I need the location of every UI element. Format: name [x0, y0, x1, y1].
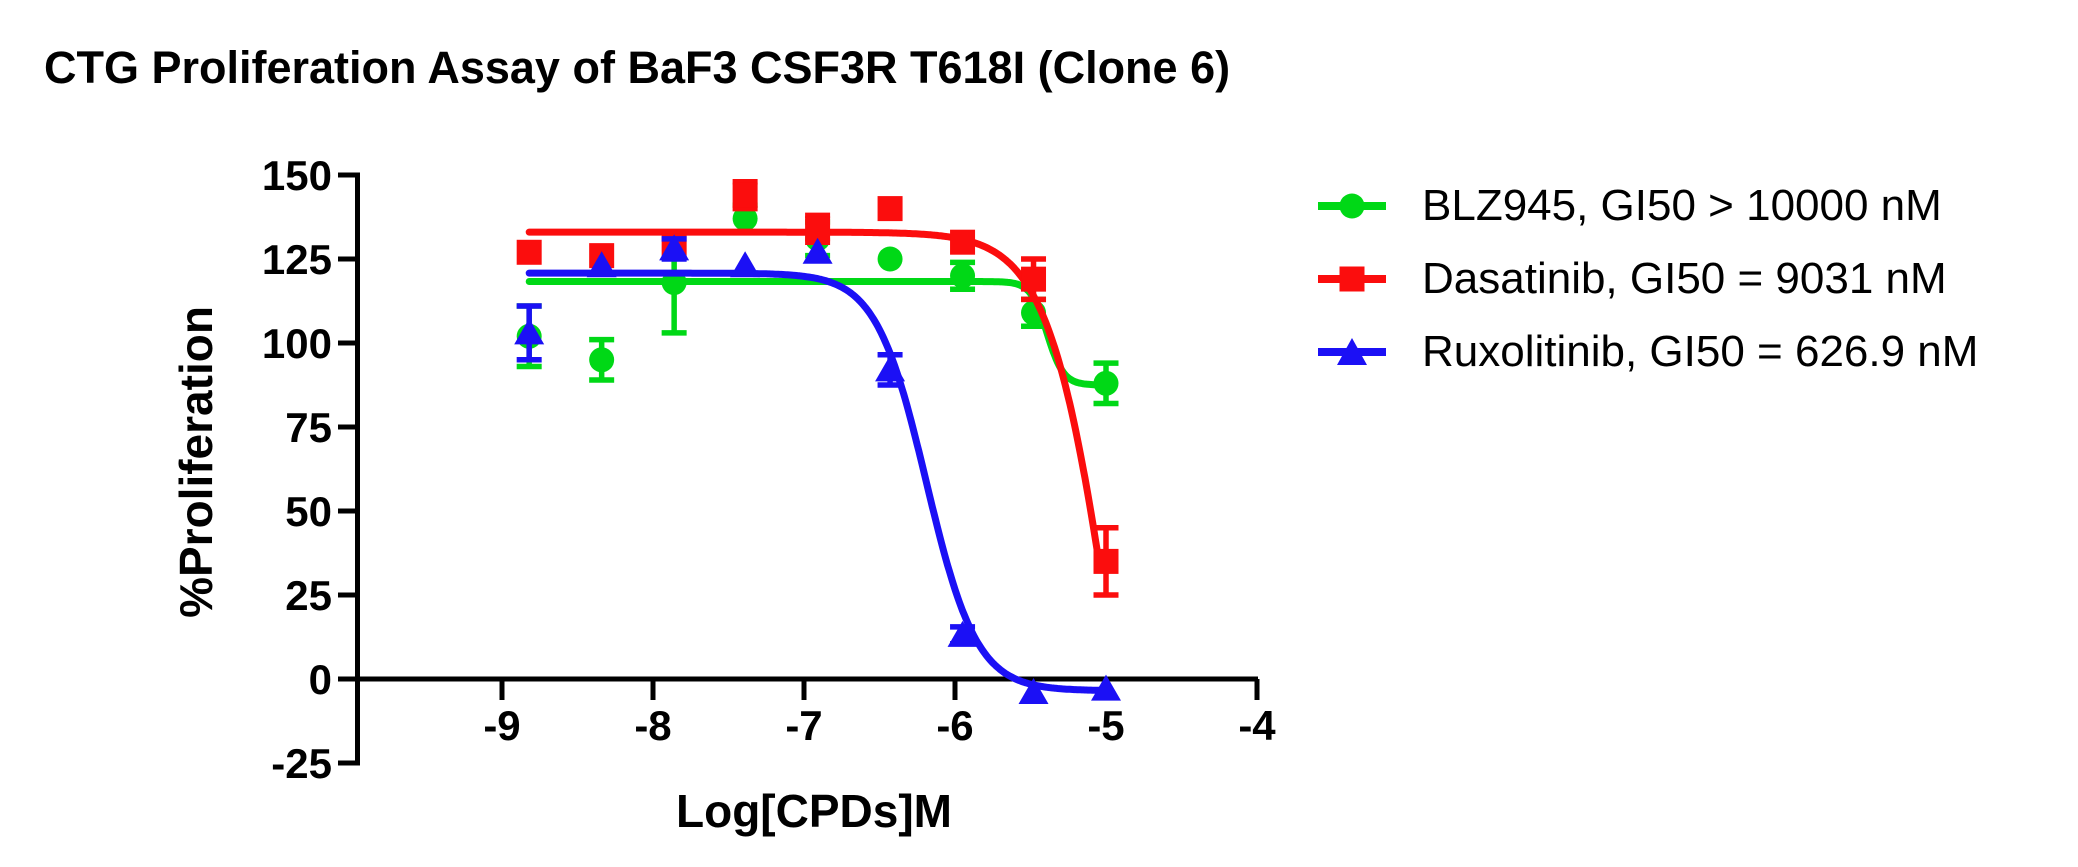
y-tick-label: 150	[262, 152, 332, 199]
x-axis-title: Log[CPDs]M	[676, 785, 952, 837]
data-point	[1093, 370, 1119, 396]
legend-item-blz945: BLZ945, GI50 > 10000 nM	[1316, 184, 1978, 228]
x-tick-label: -4	[1238, 702, 1276, 749]
data-point	[805, 216, 831, 242]
data-point	[1021, 266, 1047, 292]
data-point	[950, 263, 976, 289]
data-point	[732, 182, 758, 208]
data-point	[586, 251, 617, 278]
data-point	[659, 234, 690, 261]
legend-circle-marker-icon	[1318, 193, 1386, 219]
y-tick-label: 100	[262, 320, 332, 367]
y-tick-label: 25	[285, 572, 332, 619]
data-point	[875, 355, 906, 382]
error-bars	[516, 236, 976, 647]
legend-label-blz945: BLZ945, GI50 > 10000 nM	[1422, 181, 1942, 230]
legend-label-dasatinib: Dasatinib, GI50 = 9031 nM	[1422, 254, 1947, 303]
data-point	[1093, 548, 1119, 574]
x-tick-label: -7	[785, 702, 822, 749]
data-point	[1091, 674, 1121, 701]
legend-item-dasatinib: Dasatinib, GI50 = 9031 nM	[1316, 257, 1978, 301]
data-point	[589, 347, 615, 373]
y-tick-label: 125	[262, 236, 332, 283]
y-tick-label: 0	[309, 656, 332, 703]
y-tick-label: 50	[285, 488, 332, 535]
tick-labels: 150 125 100 75 50 25 0 -25 -9 -8 -7 -6 -5 -4	[262, 152, 1276, 787]
error-bars	[732, 178, 1119, 598]
legend-square-marker-icon	[1318, 266, 1386, 292]
x-tick-label: -5	[1087, 702, 1124, 749]
legend: BLZ945, GI50 > 10000 nM Dasatinib, GI50 …	[1316, 184, 1978, 408]
data-point	[514, 318, 545, 345]
x-tick-label: -8	[634, 702, 671, 749]
y-axis-title: %Proliferation	[170, 306, 222, 618]
x-tick-label: -9	[483, 702, 520, 749]
y-tick-label: -25	[271, 740, 332, 787]
markers	[514, 234, 1121, 704]
legend-item-ruxolitinib: Ruxolitinib, GI50 = 626.9 nM	[1316, 330, 1978, 374]
fit-curve	[525, 269, 1110, 694]
data-point	[950, 229, 976, 255]
y-tick-label: 75	[285, 404, 332, 451]
data-point	[877, 196, 903, 222]
chart-title: CTG Proliferation Assay of BaF3 CSF3R T6…	[44, 42, 1231, 93]
data-point	[877, 246, 903, 272]
data-point	[516, 239, 542, 265]
data-point	[730, 251, 761, 278]
x-tick-label: -6	[936, 702, 973, 749]
fit-curve	[525, 278, 1110, 389]
legend-label-ruxolitinib: Ruxolitinib, GI50 = 626.9 nM	[1422, 327, 1979, 376]
data-point	[802, 237, 833, 264]
series-ruxolitinib	[514, 234, 1121, 704]
axes	[338, 172, 1260, 766]
chart-layer: 150 125 100 75 50 25 0 -25 -9 -8 -7 -6 -5 -4	[262, 152, 1276, 787]
legend-triangle-marker-icon	[1318, 338, 1386, 365]
data-point	[732, 206, 758, 232]
data-point	[947, 620, 978, 647]
data-point	[1018, 677, 1049, 704]
